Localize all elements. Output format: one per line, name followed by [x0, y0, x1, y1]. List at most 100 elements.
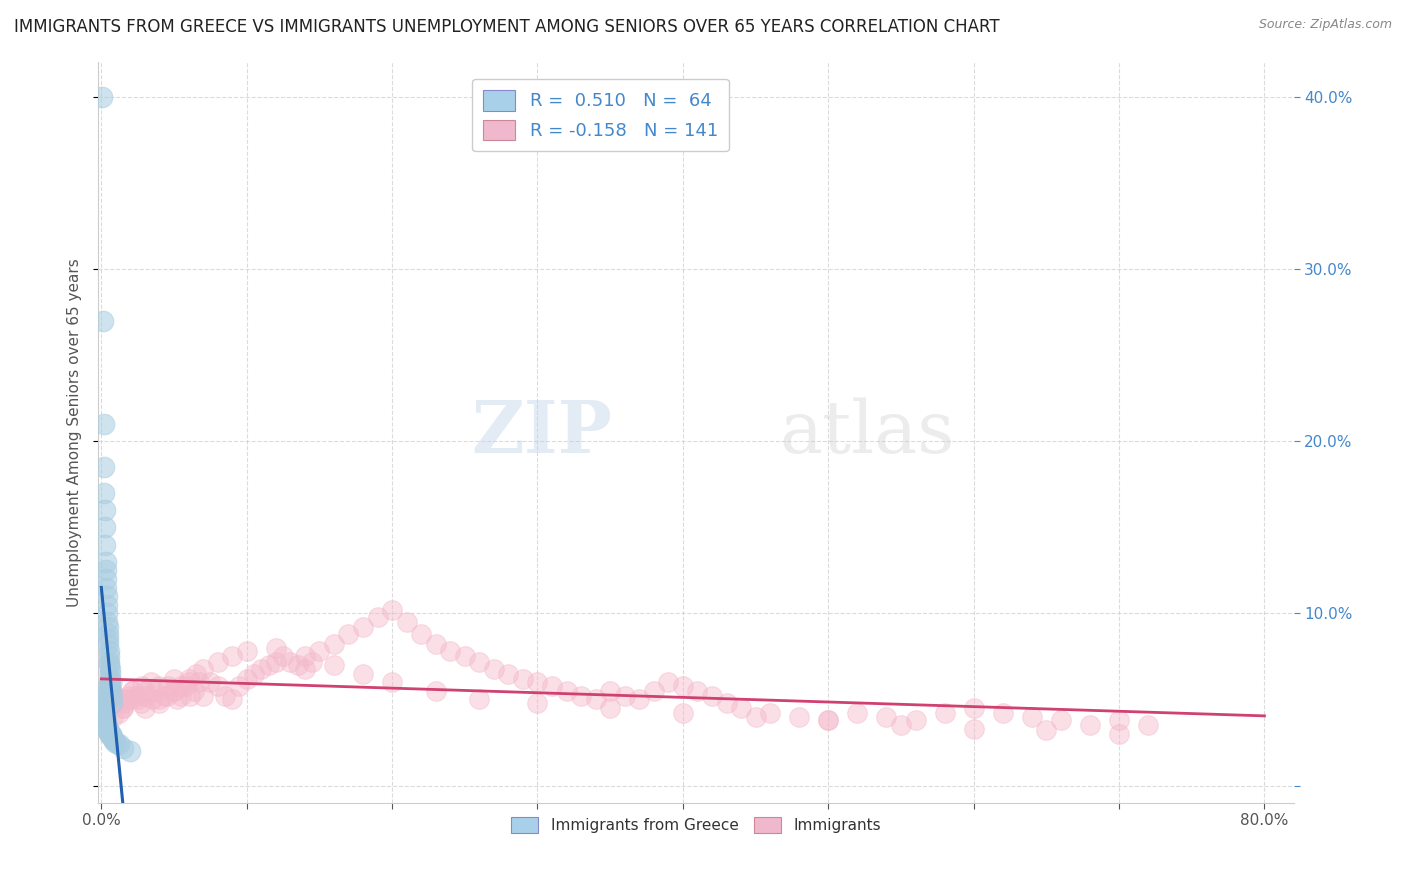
- Point: [157, 679, 180, 693]
- Point: [93, 706, 115, 721]
- Point: [166, 692, 188, 706]
- Point: [963, 701, 986, 715]
- Text: IMMIGRANTS FROM GREECE VS IMMIGRANTS UNEMPLOYMENT AMONG SENIORS OVER 65 YEARS CO: IMMIGRANTS FROM GREECE VS IMMIGRANTS UNE…: [14, 18, 1000, 36]
- Point: [787, 709, 810, 723]
- Point: [686, 684, 709, 698]
- Point: [100, 679, 122, 693]
- Point: [183, 684, 205, 698]
- Point: [129, 696, 152, 710]
- Point: [93, 709, 115, 723]
- Point: [271, 649, 294, 664]
- Point: [93, 699, 115, 714]
- Point: [700, 689, 723, 703]
- Point: [120, 744, 142, 758]
- Point: [1108, 713, 1130, 727]
- Point: [221, 649, 243, 664]
- Point: [94, 572, 117, 586]
- Point: [97, 644, 120, 658]
- Point: [101, 732, 124, 747]
- Point: [264, 640, 287, 655]
- Point: [890, 718, 912, 732]
- Point: [112, 701, 135, 715]
- Point: [91, 684, 114, 698]
- Text: ZIP: ZIP: [471, 397, 613, 468]
- Point: [96, 615, 118, 629]
- Point: [98, 727, 121, 741]
- Point: [148, 679, 170, 693]
- Point: [110, 692, 132, 706]
- Point: [381, 603, 404, 617]
- Point: [555, 684, 578, 698]
- Point: [287, 658, 309, 673]
- Point: [177, 675, 200, 690]
- Point: [91, 314, 114, 328]
- Point: [98, 661, 121, 675]
- Point: [98, 684, 121, 698]
- Point: [228, 679, 250, 693]
- Point: [411, 627, 433, 641]
- Point: [526, 696, 548, 710]
- Point: [1021, 709, 1043, 723]
- Point: [97, 696, 120, 710]
- Point: [294, 649, 316, 664]
- Point: [301, 655, 323, 669]
- Point: [93, 460, 115, 475]
- Point: [278, 655, 301, 669]
- Point: [97, 649, 120, 664]
- Point: [628, 692, 651, 706]
- Point: [94, 563, 117, 577]
- Point: [191, 661, 214, 675]
- Point: [367, 610, 389, 624]
- Point: [352, 666, 374, 681]
- Point: [200, 675, 222, 690]
- Point: [672, 679, 695, 693]
- Point: [162, 684, 184, 698]
- Point: [425, 637, 447, 651]
- Point: [104, 735, 127, 749]
- Point: [131, 679, 153, 693]
- Point: [569, 689, 592, 703]
- Point: [94, 555, 117, 569]
- Point: [250, 661, 273, 675]
- Point: [187, 675, 209, 690]
- Point: [139, 675, 162, 690]
- Point: [127, 692, 149, 706]
- Point: [153, 689, 176, 703]
- Point: [97, 627, 120, 641]
- Point: [94, 701, 117, 715]
- Point: [323, 637, 346, 651]
- Point: [991, 706, 1014, 721]
- Point: [101, 709, 124, 723]
- Point: [94, 716, 117, 731]
- Point: [122, 684, 145, 698]
- Point: [91, 684, 114, 698]
- Point: [337, 627, 360, 641]
- Point: [163, 672, 186, 686]
- Point: [817, 713, 839, 727]
- Point: [235, 672, 257, 686]
- Point: [163, 684, 186, 698]
- Point: [177, 672, 200, 686]
- Point: [454, 649, 477, 664]
- Point: [439, 644, 461, 658]
- Point: [425, 684, 447, 698]
- Text: atlas: atlas: [779, 397, 955, 468]
- Point: [125, 689, 148, 703]
- Point: [170, 689, 193, 703]
- Point: [100, 727, 122, 741]
- Point: [148, 696, 170, 710]
- Point: [97, 637, 120, 651]
- Point: [101, 689, 124, 703]
- Point: [512, 672, 534, 686]
- Point: [94, 713, 117, 727]
- Point: [156, 689, 179, 703]
- Point: [121, 684, 143, 698]
- Point: [170, 679, 193, 693]
- Point: [143, 684, 166, 698]
- Point: [107, 737, 129, 751]
- Point: [117, 692, 139, 706]
- Legend: Immigrants from Greece, Immigrants: Immigrants from Greece, Immigrants: [505, 812, 887, 839]
- Point: [91, 692, 114, 706]
- Point: [134, 701, 156, 715]
- Point: [235, 644, 257, 658]
